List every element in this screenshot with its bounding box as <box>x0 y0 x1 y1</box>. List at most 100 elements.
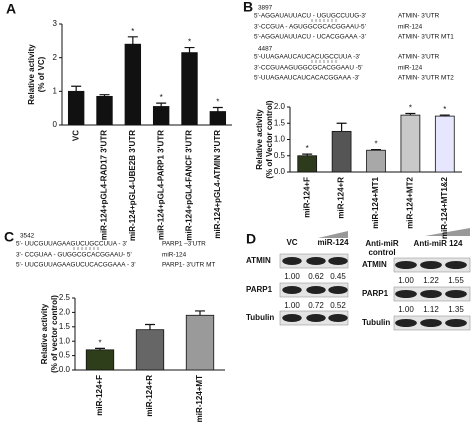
y-axis-label: Relative activity <box>27 44 36 105</box>
y-tick-label: 0.5 <box>59 351 71 360</box>
band-ratio: 1.55 <box>448 276 464 285</box>
y-axis-label: Relative activity <box>255 109 264 170</box>
x-tick-label: miR-124+MT2 <box>406 176 415 228</box>
wedge <box>318 231 348 238</box>
band-ratio: 0.52 <box>330 301 346 310</box>
bar <box>124 43 142 126</box>
band <box>420 290 442 298</box>
protein-label: PARP1 <box>246 285 273 294</box>
significance: * <box>374 140 377 149</box>
band <box>328 257 348 265</box>
y-tick-label: 1.5 <box>59 322 71 331</box>
significance: * <box>131 27 134 36</box>
sequence: 5'-AGGAUAUUACU - UGUGCCUUG-3' <box>254 13 366 20</box>
sequence: 3'-CCGUAAGUGGCGCACGGAAU -5' <box>254 65 363 72</box>
band-ratio: 1.00 <box>398 276 414 285</box>
site-number: 3542 <box>20 233 35 240</box>
wedge <box>425 228 470 236</box>
error-bar <box>95 347 105 350</box>
band <box>306 286 326 294</box>
protein-label: ATMIN <box>246 256 271 265</box>
error-bar <box>439 114 450 117</box>
x-tick-label: miR-124+R <box>337 177 346 219</box>
y-axis-label: Relative activity <box>40 303 49 364</box>
sequence: 5'- UUCGUUAGAAGUCUGCCUUA - 3' <box>16 241 127 248</box>
y-tick-label: 1.0 <box>274 135 286 144</box>
x-tick-label: miR-124+pGL4-UBE2B 3'UTR <box>128 130 137 241</box>
x-tick-label: miR-124+F <box>302 177 311 218</box>
significance: * <box>188 38 191 47</box>
y-axis-label: (% of vector control) <box>50 295 59 373</box>
y-tick-label: 0.0 <box>59 365 71 374</box>
sequence-name: PARP1 –3'UTR <box>162 241 206 248</box>
significance: * <box>98 339 101 348</box>
panel-label: C <box>4 229 14 245</box>
protein-label: PARP1 <box>362 289 389 298</box>
sequence: 3'-CCGUA - AGUGGCGCACGGAAU-5' <box>254 24 366 31</box>
protein-label: Tubulin <box>362 318 390 327</box>
band-ratio: 1.00 <box>284 272 300 281</box>
band <box>282 314 302 322</box>
x-tick-label: miR-124+MT1 <box>371 176 380 228</box>
sequence-name: PARP1- 3'UTR MT <box>162 262 215 269</box>
y-tick-label: 0.0 <box>274 167 286 176</box>
sequence: 5'- UUCGUUAGAAGUCUCACGGAAA - 3' <box>16 262 136 269</box>
bar <box>152 106 170 126</box>
band <box>445 290 467 298</box>
significance: * <box>409 104 412 113</box>
band-ratio: 0.72 <box>308 301 324 310</box>
band-ratio: 1.12 <box>423 305 439 314</box>
band-ratio: 1.35 <box>448 305 464 314</box>
bar <box>400 114 421 173</box>
y-tick-label: 1 <box>53 86 58 95</box>
band <box>282 257 302 265</box>
band <box>306 314 326 322</box>
significance: * <box>443 105 446 114</box>
y-tick-label: 0.5 <box>274 151 286 160</box>
band <box>445 261 467 269</box>
protein-label: Tubulin <box>246 313 274 322</box>
y-tick-label: 1.5 <box>274 118 286 127</box>
y-tick-label: 0 <box>53 120 58 129</box>
bar <box>181 52 198 126</box>
band <box>420 261 442 269</box>
band <box>395 261 417 269</box>
sequence: 5'-AGGAUAUUACU - UCACGGAAA -3' <box>254 34 366 41</box>
bar <box>209 111 227 126</box>
sequence: 5'-UUAGAAUCAUCACUGCCUUA -3' <box>254 54 360 61</box>
error-bar <box>336 122 347 132</box>
error-bar <box>405 112 416 116</box>
band <box>395 290 417 298</box>
x-tick-label: miR-124+pGL4-ATMIN 3'UTR <box>213 130 222 239</box>
lane-label: miR-124 <box>317 238 349 247</box>
y-tick-label: 1.0 <box>59 336 71 345</box>
sequence-name: ATMIN- 3'UTR <box>398 13 440 20</box>
panel-label: B <box>243 0 253 15</box>
band-ratio: 1.00 <box>398 305 414 314</box>
sequence-name: ATMIN- 3'UTR MT1 <box>398 34 454 41</box>
band <box>445 319 467 327</box>
band <box>306 257 326 265</box>
y-tick-label: 2 <box>53 53 58 62</box>
sequence-name: miR-124 <box>398 65 423 72</box>
bar <box>85 349 115 371</box>
band <box>282 286 302 294</box>
bar <box>96 95 113 126</box>
band-ratio: 0.62 <box>308 272 324 281</box>
error-bar <box>127 36 138 45</box>
bar <box>366 149 386 173</box>
x-tick-label: miR-124+pGL4-RAD17 3'UTR <box>100 130 109 240</box>
bar <box>135 329 165 371</box>
error-bar <box>195 310 205 316</box>
sequence-name: ATMIN- 3'UTR MT2 <box>398 75 454 82</box>
bar <box>185 314 215 371</box>
error-bar <box>99 94 110 97</box>
y-axis-label: (% of Vector control) <box>265 100 274 179</box>
y-axis-label: (% of VC) <box>37 56 46 92</box>
error-bar <box>184 46 195 53</box>
bar <box>67 90 85 126</box>
x-tick-label: miR-124+R <box>145 375 154 417</box>
sequence: 5'-UUAGAAUCAUCACACGGAAA -3' <box>254 75 359 82</box>
panel-label: D <box>246 231 256 247</box>
